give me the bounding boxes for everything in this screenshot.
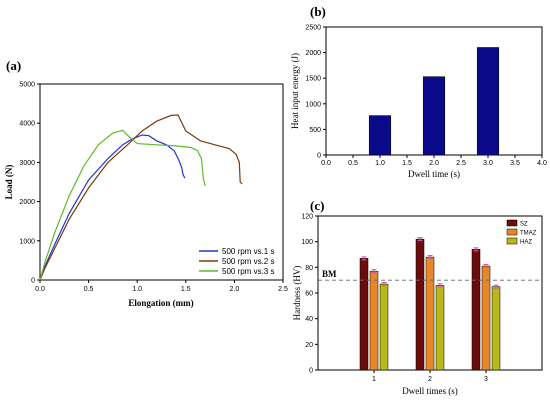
chart-a: (a) 0.0 0.5 1.0 1.5 2.0 2.5 0 1000 2000 3000 4000 5… [4, 58, 288, 308]
x-axis-label-a: Elongation (mm) [128, 298, 193, 308]
x-tick-label-b: 2.5 [456, 160, 466, 167]
y-tick-label-c: 0 [309, 368, 313, 375]
legend-swatch-c [506, 228, 518, 236]
legend-label-a: 500 rpm vs.1 s [222, 247, 274, 256]
y-axis-label-a: Load (N) [4, 165, 14, 200]
legend-label-a: 500 rpm vs.3 s [222, 267, 274, 276]
bar-b [476, 47, 500, 156]
x-tick-label-c: 2 [428, 376, 432, 383]
bar-c [415, 238, 425, 371]
x-tick-label-b: 0.5 [348, 160, 358, 167]
y-tick-label-b: 500 [309, 127, 321, 134]
legend-label-c: TMAZ [520, 231, 537, 237]
reference-line-label: BM [322, 269, 337, 279]
plot-frame-a [39, 83, 284, 281]
y-tick-label-c: 80 [305, 265, 313, 272]
chart-b: (b) 0.0 0.5 1.0 1.5 2.0 2.5 3.0 3.5 4.0 0 500 1000 1… [290, 4, 547, 179]
x-tick-label-a: 0.0 [35, 286, 45, 293]
x-tick-label-b: 3.5 [510, 160, 520, 167]
x-axis-label-c: Dwell times (s) [402, 386, 458, 396]
x-axis-label-b: Dwell time (s) [408, 169, 460, 179]
x-tick-label-b: 1.5 [402, 160, 412, 167]
x-tick-label-b: 1.0 [375, 160, 385, 167]
y-tick-label-a: 4000 [19, 121, 35, 128]
bar-c [359, 258, 369, 371]
y-axis-label-c: Hardness (HV) [292, 266, 302, 321]
y-tick-label-c: 120 [301, 214, 313, 221]
panel-label-b: (b) [310, 4, 326, 19]
panel-label-c: (c) [310, 198, 324, 213]
y-axis-label-b: Heat input energy (J) [290, 53, 300, 129]
y-tick-label-c: 20 [305, 342, 313, 349]
x-tick-label-a: 0.5 [84, 286, 94, 293]
x-tick-label-a: 2.5 [278, 286, 288, 293]
legend-swatch-c [506, 219, 518, 227]
y-tick-label-a: 2000 [19, 199, 35, 206]
y-tick-label-b: 0 [317, 153, 321, 160]
bar-b [368, 115, 392, 156]
y-tick-label-b: 1000 [305, 101, 321, 108]
bar-c [471, 249, 481, 371]
panel-label-a: (a) [6, 58, 21, 73]
y-tick-label-a: 5000 [19, 82, 35, 89]
x-tick-label-a: 1.5 [181, 286, 191, 293]
x-tick-label-b: 4.0 [537, 160, 547, 167]
y-tick-label-a: 1000 [19, 238, 35, 245]
x-tick-label-b: 0.0 [321, 160, 331, 167]
series-line-2 [39, 114, 243, 281]
bar-c [481, 265, 491, 371]
legend-label-c: HAZ [520, 240, 532, 246]
y-tick-label-c: 60 [305, 291, 313, 298]
y-tick-label-b: 1500 [305, 76, 321, 83]
x-tick-label-a: 1.0 [132, 286, 142, 293]
legend-label-a: 500 rpm vs.2 s [222, 257, 274, 266]
x-tick-label-a: 2.0 [230, 286, 240, 293]
legend-label-c: SZ [520, 222, 528, 228]
bar-c [435, 285, 445, 371]
x-tick-label-c: 3 [484, 376, 488, 383]
chart-c: (c) 0 20 40 60 80 100 120 1 2 3 BM Dwell times (s… [292, 198, 543, 396]
bar-b [422, 76, 446, 156]
bar-c [379, 283, 389, 371]
y-tick-label-a: 3000 [19, 160, 35, 167]
bar-c [491, 286, 501, 371]
x-tick-label-c: 1 [372, 376, 376, 383]
series-line-3 [39, 129, 206, 281]
legend-c: SZ TMAZ HAZ [506, 219, 537, 246]
x-tick-label-b: 3.0 [483, 160, 493, 167]
x-tick-label-b: 2.0 [429, 160, 439, 167]
y-tick-label-c: 40 [305, 316, 313, 323]
y-tick-label-a: 0 [31, 278, 35, 285]
bar-c [425, 256, 435, 371]
bar-c [369, 270, 379, 371]
y-tick-label-c: 100 [301, 239, 313, 246]
y-tick-label-b: 2000 [305, 50, 321, 57]
legend-swatch-c [506, 237, 518, 245]
y-tick-label-b: 2500 [305, 25, 321, 32]
series-line-1 [39, 134, 186, 281]
